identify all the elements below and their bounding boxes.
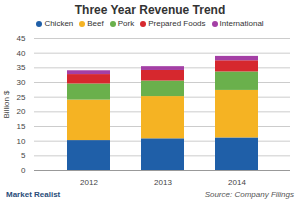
svg-text:35: 35: [17, 63, 26, 72]
svg-text:10: 10: [17, 137, 26, 146]
svg-text:30: 30: [17, 78, 26, 87]
html-text:Three Year Revenue Trend: Three Year Revenue Trend: [74, 3, 226, 17]
html-text:Market Realist: Market Realist: [6, 190, 61, 199]
html-text:Beef: Beef: [87, 19, 104, 28]
svg-text:2014: 2014: [228, 178, 246, 187]
html-text:Source: Company Filings: Source: Company Filings: [204, 190, 294, 199]
svg-text:2013: 2013: [154, 178, 172, 187]
svg-text:15: 15: [17, 122, 26, 131]
svg-text:20: 20: [17, 107, 26, 116]
svg-text:Billion $: Billion $: [2, 90, 11, 119]
html-text:International: International: [219, 19, 264, 28]
svg-text:25: 25: [17, 93, 26, 102]
svg-text:2012: 2012: [80, 178, 98, 187]
svg-text:45: 45: [17, 34, 26, 43]
html-text:Prepared Foods: Prepared Foods: [148, 19, 206, 28]
svg-text:0: 0: [21, 166, 26, 175]
svg-text:5: 5: [21, 151, 26, 160]
html-text:Pork: Pork: [117, 19, 135, 28]
html-text:Chicken: Chicken: [44, 19, 74, 28]
svg-text:40: 40: [17, 49, 26, 58]
